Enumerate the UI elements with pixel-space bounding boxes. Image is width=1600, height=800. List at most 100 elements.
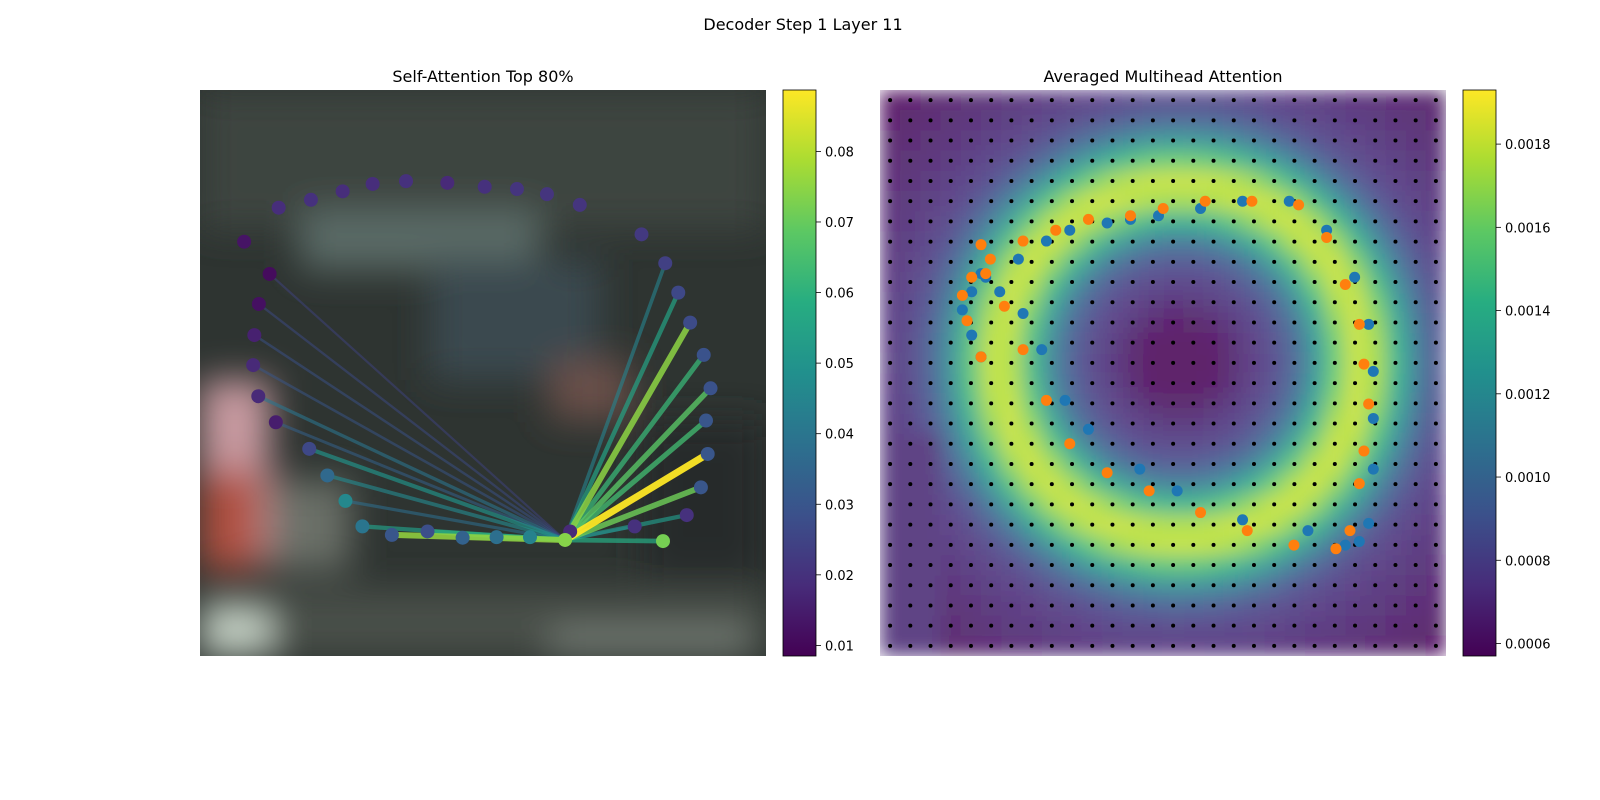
grid-dot (1251, 280, 1256, 285)
grid-dot (1029, 259, 1034, 264)
grid-dot (1191, 98, 1196, 103)
grid-dot (1272, 522, 1277, 527)
grid-dot (1171, 603, 1176, 608)
grid-dot (1029, 280, 1034, 285)
grid-dot (1049, 360, 1054, 365)
grid-dot (1070, 623, 1075, 628)
grid-dot (989, 239, 994, 244)
grid-dot (1312, 280, 1317, 285)
grid-dot (1413, 502, 1418, 507)
grid-dot (968, 623, 973, 628)
grid-dot (1292, 583, 1297, 588)
series-point-blue (1059, 394, 1071, 406)
grid-dot (1090, 401, 1095, 406)
grid-dot (1231, 360, 1236, 365)
grid-dot (1231, 502, 1236, 507)
grid-dot (1191, 239, 1196, 244)
grid-dot (1332, 158, 1337, 163)
grid-dot (1413, 158, 1418, 163)
grid-dot (968, 219, 973, 224)
trajectory-points (237, 174, 718, 549)
grid-dot (1332, 118, 1337, 123)
grid-dot (1090, 239, 1095, 244)
grid-dot (1049, 583, 1054, 588)
grid-dot (1272, 643, 1277, 648)
grid-dot (1150, 178, 1155, 183)
grid-dot (1130, 482, 1135, 487)
grid-dot (1373, 643, 1378, 648)
grid-dot (1413, 461, 1418, 466)
trajectory-point (539, 187, 554, 202)
series-point-orange (1288, 539, 1300, 551)
grid-dot (1070, 381, 1075, 386)
grid-dot (1211, 583, 1216, 588)
grid-dot (1272, 158, 1277, 163)
grid-dot (1110, 320, 1115, 325)
grid-dot (908, 360, 913, 365)
grid-dot (1272, 138, 1277, 143)
grid-dot (888, 522, 893, 527)
grid-dot (1292, 118, 1297, 123)
grid-dot (1413, 583, 1418, 588)
grid-dot (1312, 158, 1317, 163)
grid-dot (888, 98, 893, 103)
grid-dot (989, 401, 994, 406)
grid-dot (1393, 461, 1398, 466)
grid-dot (1251, 583, 1256, 588)
grid-dot (1251, 522, 1256, 527)
grid-dot (1191, 401, 1196, 406)
grid-dot (1272, 259, 1277, 264)
grid-dot (1009, 259, 1014, 264)
grid-dot (968, 482, 973, 487)
grid-dot (1009, 98, 1014, 103)
grid-dot (1090, 623, 1095, 628)
grid-dot (1312, 239, 1317, 244)
grid-dot (948, 259, 953, 264)
grid-dot (1009, 300, 1014, 305)
grid-dot (989, 603, 994, 608)
grid-dot (1353, 502, 1358, 507)
grid-dot (1332, 138, 1337, 143)
grid-dot (1191, 360, 1196, 365)
grid-dot (1049, 502, 1054, 507)
grid-dot (1231, 280, 1236, 285)
grid-dot (888, 482, 893, 487)
trajectory-point (509, 182, 524, 197)
grid-dot (1312, 300, 1317, 305)
grid-dot (1110, 401, 1115, 406)
grid-dot (1292, 502, 1297, 507)
grid-dot (1150, 542, 1155, 547)
grid-dot (928, 401, 933, 406)
grid-dot (928, 583, 933, 588)
grid-dot (1211, 482, 1216, 487)
grid-dot (1332, 320, 1337, 325)
grid-dot (1110, 178, 1115, 183)
grid-dot (1211, 522, 1216, 527)
grid-dot (989, 583, 994, 588)
figure-title: Decoder Step 1 Layer 11 (703, 15, 902, 34)
grid-dot (908, 300, 913, 305)
grid-dot (1433, 482, 1438, 487)
grid-dot (1292, 381, 1297, 386)
grid-dot (1110, 502, 1115, 507)
series-point-blue (1367, 412, 1379, 424)
grid-dot (1211, 219, 1216, 224)
grid-dot (1070, 199, 1075, 204)
grid-dot (1292, 623, 1297, 628)
grid-dot (1312, 340, 1317, 345)
trajectory-point (365, 176, 380, 191)
grid-dot (1433, 583, 1438, 588)
grid-dot (1332, 461, 1337, 466)
grid-dot (1171, 239, 1176, 244)
grid-dot (928, 603, 933, 608)
grid-dot (888, 502, 893, 507)
grid-dot (1272, 360, 1277, 365)
grid-dot (1251, 219, 1256, 224)
grid-dot (1353, 199, 1358, 204)
grid-dot (1373, 542, 1378, 547)
grid-dot (1393, 623, 1398, 628)
trajectory-point (655, 534, 670, 549)
grid-dot (1231, 300, 1236, 305)
grid-dot (1413, 441, 1418, 446)
grid-dot (1353, 563, 1358, 568)
